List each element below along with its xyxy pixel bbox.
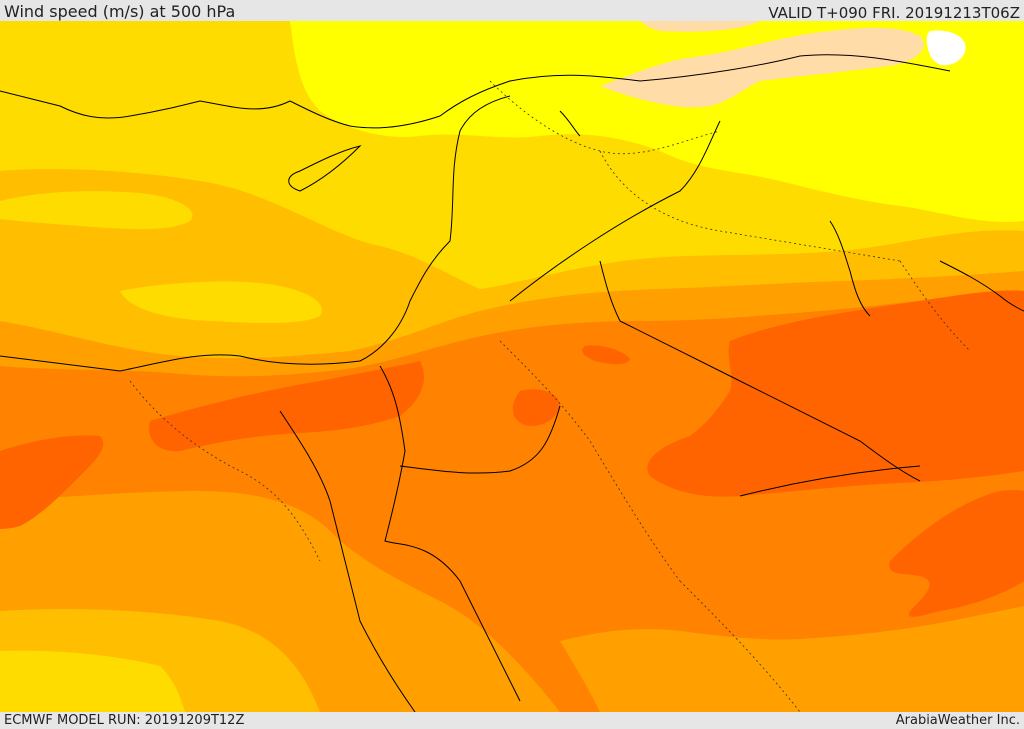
map-header: Wind speed (m/s) at 500 hPa VALID T+090 …: [0, 0, 1024, 21]
valid-time: VALID T+090 FRI. 20191213T06Z: [768, 4, 1020, 22]
field-peach: [600, 27, 924, 108]
border-lines: [129, 80, 971, 712]
model-run: ECMWF MODEL RUN: 20191209T12Z: [4, 713, 245, 728]
field-gold-south: [0, 650, 185, 712]
field-gold-west-streak: [0, 191, 193, 230]
field-peach-2: [640, 21, 760, 32]
field-red-core-west: [149, 361, 424, 452]
credit: ArabiaWeather Inc.: [895, 713, 1020, 728]
coastlines: [0, 54, 1024, 712]
weather-map[interactable]: [0, 21, 1024, 712]
field-red-core-east: [647, 290, 1024, 497]
map-footer: ECMWF MODEL RUN: 20191209T12Z ArabiaWeat…: [0, 712, 1024, 729]
field-red-small-1: [512, 389, 560, 426]
map-title: Wind speed (m/s) at 500 hPa: [4, 2, 236, 21]
field-white: [926, 30, 966, 66]
field-red-core-far-west: [0, 435, 104, 529]
wind-speed-map-svg: [0, 21, 1024, 712]
field-red-core-se: [889, 490, 1024, 617]
field-orange-south: [560, 606, 1024, 712]
field-red-small-2: [582, 345, 630, 365]
field-gold-west-streak-2: [120, 281, 322, 324]
